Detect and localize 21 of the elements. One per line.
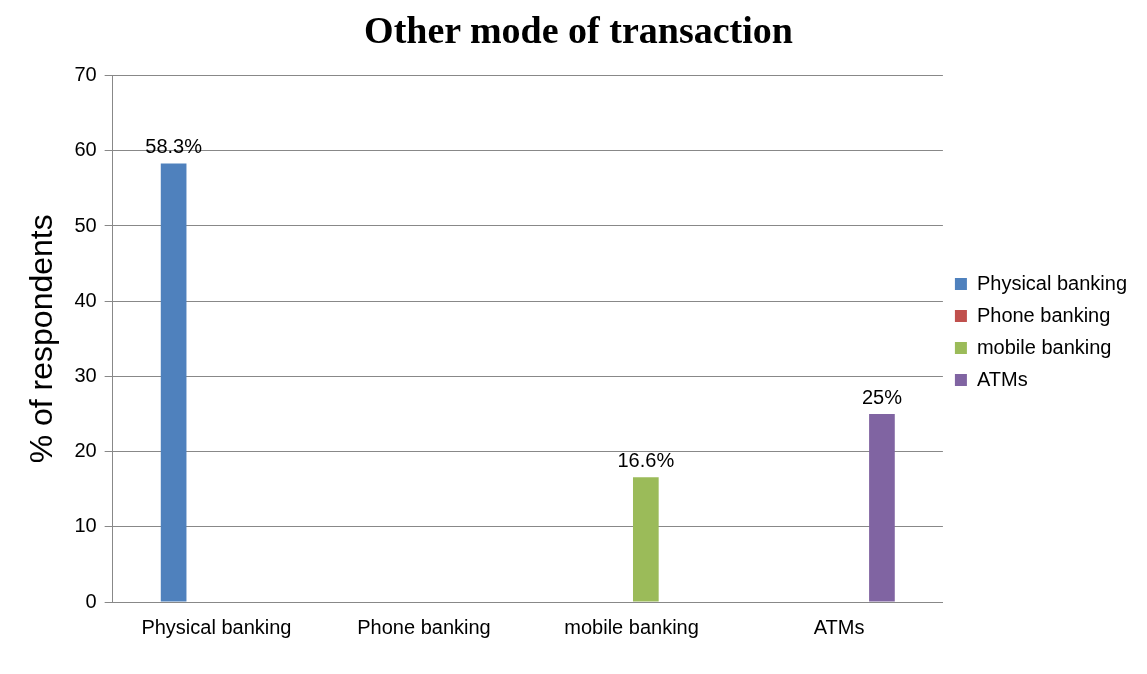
legend-label: ATMs xyxy=(976,367,1028,390)
y-tick-label: 40 xyxy=(74,288,97,311)
x-tick-label: ATMs xyxy=(813,615,865,638)
x-tick-label: Phone banking xyxy=(357,615,491,638)
y-tick-label: 10 xyxy=(74,514,97,537)
x-tick-label: Physical banking xyxy=(141,615,292,638)
data-label: 58.3% xyxy=(145,135,203,158)
y-tick-label: 0 xyxy=(85,589,97,612)
x-tick-label: mobile banking xyxy=(564,615,699,638)
legend-label: mobile banking xyxy=(976,335,1112,358)
y-tick-label: 30 xyxy=(74,363,97,386)
legend-label: Phone banking xyxy=(976,303,1111,326)
y-tick-label: 20 xyxy=(74,439,97,462)
y-axis-title: % of respondents xyxy=(23,214,60,464)
data-label: 16.6% xyxy=(617,448,675,471)
y-tick-label: 60 xyxy=(74,138,97,161)
chart-title: Other mode of transaction xyxy=(364,8,793,51)
y-tick-label: 50 xyxy=(74,213,97,236)
data-label: 25% xyxy=(861,385,903,408)
legend-label: Physical banking xyxy=(976,271,1128,294)
y-tick-label: 70 xyxy=(74,63,97,86)
